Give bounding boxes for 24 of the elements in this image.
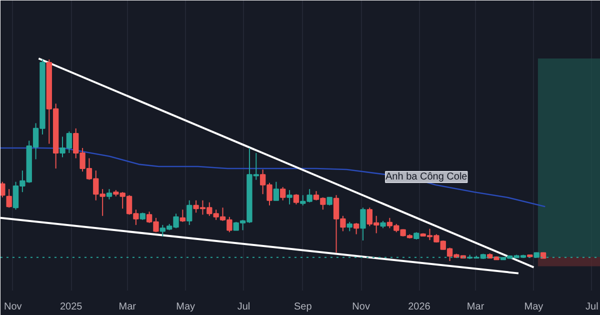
x-tick-label: May — [176, 302, 196, 312]
candlestick — [180, 209, 186, 222]
candlestick — [360, 207, 366, 241]
candlestick — [346, 221, 352, 232]
x-tick-label: Jul — [237, 302, 250, 312]
candlestick — [286, 190, 292, 205]
x-tick-label: 2025 — [60, 302, 83, 312]
candlestick — [0, 181, 6, 198]
candlestick — [106, 188, 112, 200]
x-tick-label: 2026 — [408, 302, 431, 312]
x-tick-label: Nov — [352, 302, 370, 312]
x-tick-label: Nov — [4, 302, 22, 312]
candlestick — [293, 194, 300, 205]
x-tick-label: Jul — [586, 302, 598, 312]
x-tick-label: Sep — [294, 302, 312, 312]
candlestick — [186, 200, 192, 226]
x-tick-label: Mar — [466, 302, 485, 312]
candlestick — [6, 188, 12, 208]
x-tick-label: Mar — [118, 302, 137, 312]
x-tick-label: May — [524, 302, 544, 312]
annotation: Anh ba Công Cole — [386, 172, 468, 182]
candlestick — [353, 222, 360, 235]
candlestick — [280, 186, 286, 201]
candlestick — [273, 181, 280, 201]
